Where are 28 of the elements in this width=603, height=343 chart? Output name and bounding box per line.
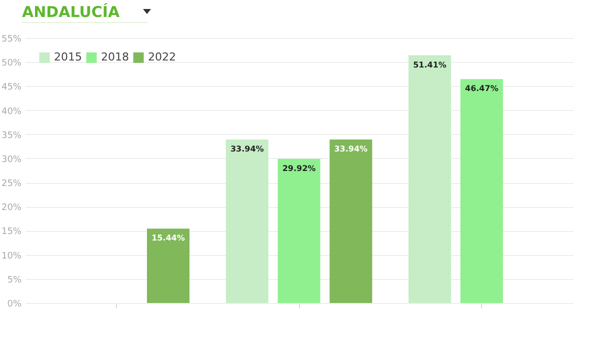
- y-tick-label: 30%: [1, 154, 22, 165]
- y-tick-label: 10%: [1, 251, 22, 262]
- data-label: 51.41%: [413, 60, 446, 70]
- y-tick-label: 20%: [1, 203, 22, 214]
- data-label: 33.94%: [334, 144, 368, 154]
- data-label: 15.44%: [152, 234, 185, 243]
- data-label: 46.47%: [465, 84, 498, 94]
- y-tick-label: 55%: [1, 34, 22, 44]
- y-tick-label: 25%: [1, 179, 22, 190]
- y-tick-label: 0%: [7, 300, 22, 310]
- bar: [408, 55, 452, 303]
- y-tick-label: 50%: [1, 58, 22, 69]
- y-tick-label: 45%: [1, 82, 22, 93]
- bar: [278, 158, 320, 303]
- bar: [330, 139, 372, 303]
- y-tick-label: 40%: [1, 106, 22, 117]
- chart-title: ANDALUCÍA: [22, 2, 120, 22]
- data-label: 33.94%: [230, 144, 264, 154]
- y-tick-label: 15%: [1, 227, 22, 238]
- y-tick-label: 5%: [7, 275, 22, 286]
- bar: [226, 139, 268, 303]
- legend-label: 2015: [54, 50, 82, 64]
- y-tick-label: 35%: [1, 130, 22, 141]
- legend-label: 2022: [148, 50, 176, 64]
- legend-label: 2018: [101, 50, 129, 64]
- bar: [146, 228, 190, 303]
- bar: [460, 79, 503, 303]
- data-label: 29.92%: [282, 164, 316, 173]
